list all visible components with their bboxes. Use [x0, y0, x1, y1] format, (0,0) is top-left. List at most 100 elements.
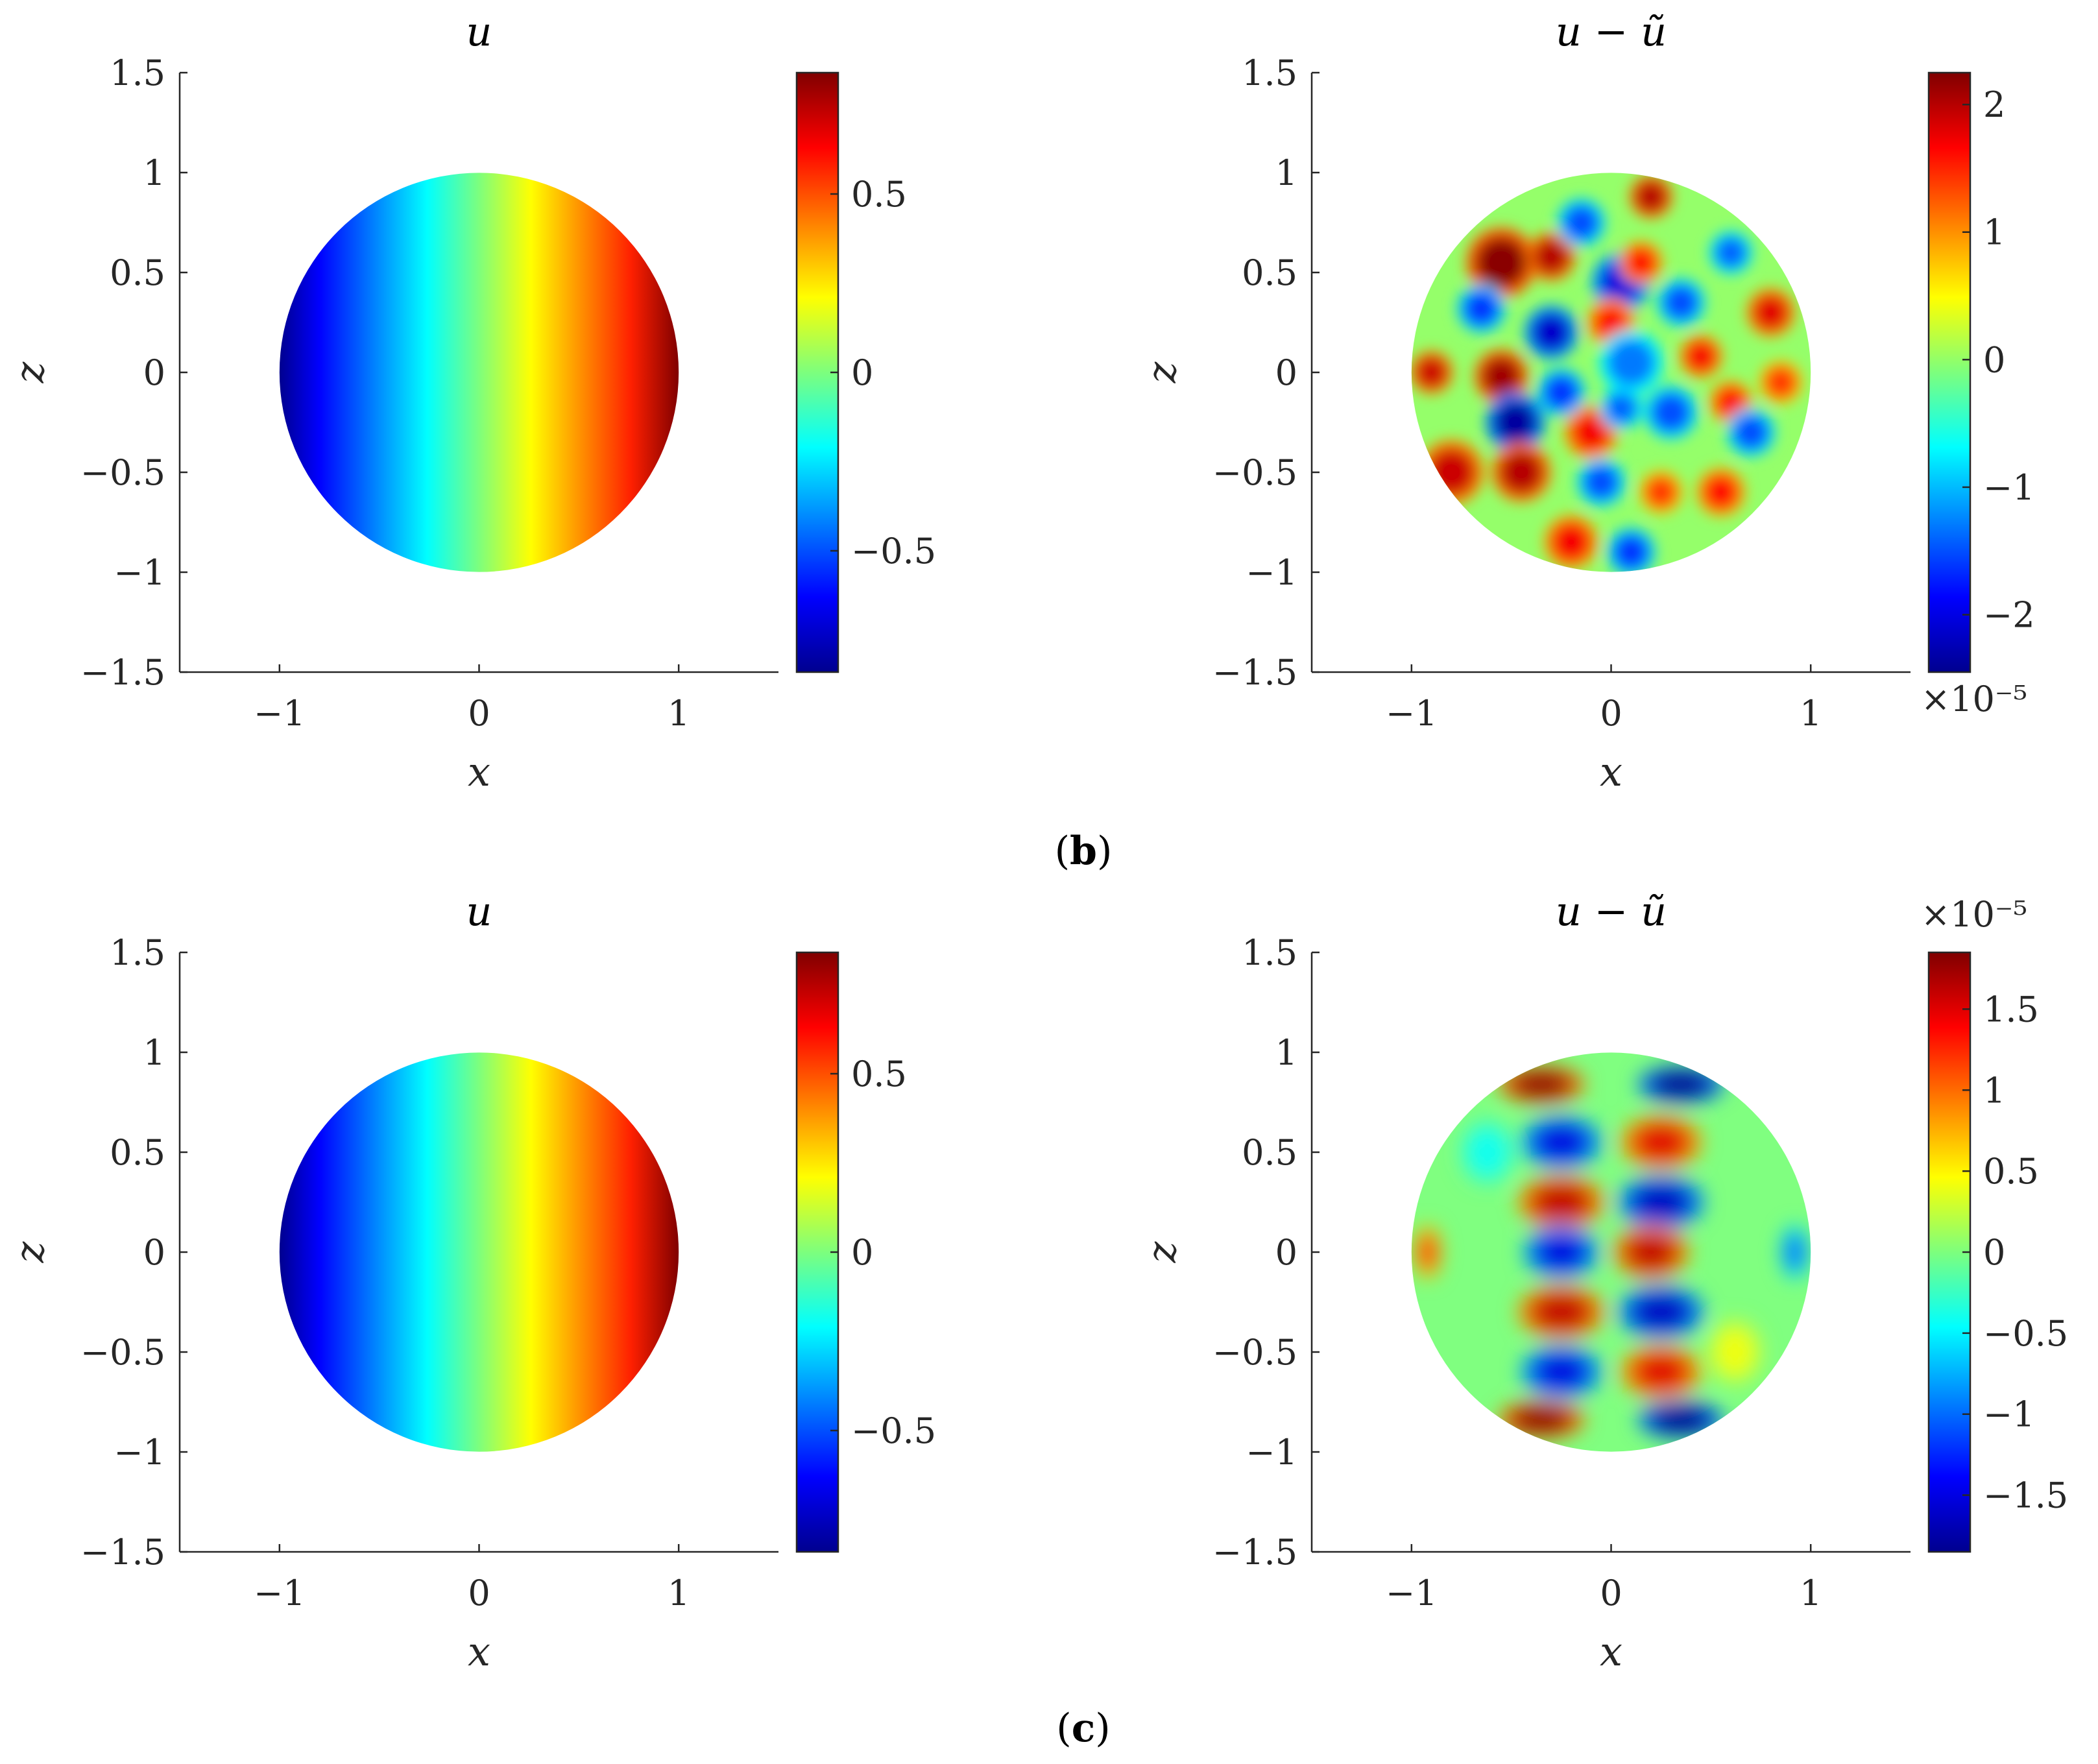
y-axis-label: z [1138, 361, 1185, 383]
y-tick-label: 1 [143, 1032, 165, 1073]
colorbar-tick-label: 0 [851, 352, 873, 393]
field-blob [1715, 1327, 1755, 1376]
y-tick-label: 1.5 [1242, 53, 1297, 93]
field-blob [1629, 1292, 1693, 1333]
x-tick-label: −1 [1386, 693, 1438, 734]
field-blob [1475, 236, 1528, 289]
panel-title: u [466, 888, 492, 935]
colorbar-tick-label: 0 [1983, 339, 2005, 380]
x-axis-label: x [468, 748, 490, 795]
field-blob [1493, 400, 1537, 444]
field-blob [1648, 1070, 1713, 1099]
y-tick-label: −0.5 [1212, 452, 1297, 493]
field-blob [1645, 476, 1678, 509]
y-tick-label: 1 [1275, 1032, 1297, 1073]
x-tick-label: 1 [668, 1573, 690, 1613]
field-blob [1622, 1232, 1680, 1272]
x-axis-label: x [1600, 748, 1622, 795]
y-tick-label: 0.5 [1242, 252, 1297, 293]
field-blob [1531, 1351, 1591, 1392]
field-blob [1563, 204, 1600, 241]
field-blob [1571, 412, 1611, 453]
caption-c: (c) [1056, 1706, 1110, 1751]
panel-title: u − ũ [1556, 888, 1667, 935]
colorbar-tick-label: 0.5 [1983, 1151, 2039, 1192]
x-axis-label: x [1600, 1628, 1622, 1675]
y-tick-label: −0.5 [80, 452, 165, 493]
panel-b-left: 1.5 1 0.5 0 −0.5 −1 −1.5 −1 0 1 x z u 0.5 0 −0.5 [6, 8, 936, 795]
field-blob [1648, 1405, 1713, 1434]
colorbar-tick-label: 2 [1983, 84, 2005, 125]
field-blob [1415, 356, 1448, 389]
field-blob [1499, 450, 1543, 494]
heatmap-field [279, 1052, 679, 1452]
field-blob [1509, 1070, 1574, 1099]
x-tick-label: −1 [254, 693, 306, 734]
y-axis-label: z [1138, 1241, 1185, 1263]
field-blob [1629, 1182, 1693, 1222]
colorbar-exponent: ×10⁻⁵ [1921, 894, 2027, 935]
field-blob [1631, 1351, 1691, 1392]
x-axis-label: x [468, 1628, 490, 1675]
x-tick-label: 1 [668, 693, 690, 734]
panel-c-right: 1.5 1 0.5 0 −0.5 −1 −1.5 −1 0 1 x z u − ũ 1.5 1 0.5 0 −0.… [1138, 888, 2068, 1675]
x-tick-label: −1 [254, 1573, 306, 1613]
y-tick-label: 1 [1275, 152, 1297, 193]
field-blob [1427, 448, 1476, 496]
panel-title: u − ũ [1556, 8, 1667, 55]
y-tick-label: −1.5 [1212, 1532, 1297, 1573]
field-blob [1631, 1122, 1691, 1163]
caption-b: (b) [1055, 828, 1113, 874]
x-tick-label: −1 [1386, 1573, 1438, 1613]
y-tick-label: −0.5 [1212, 1332, 1297, 1373]
field-blob [1663, 284, 1699, 321]
field-blob [1605, 392, 1637, 424]
field-blob [1533, 238, 1569, 275]
y-tick-label: −1 [114, 1432, 165, 1473]
colorbar [1927, 71, 1971, 673]
x-tick-label: 0 [468, 693, 490, 734]
field-blob [1715, 236, 1747, 269]
y-tick-label: 0 [143, 352, 165, 393]
panel-b-right: 1.5 1 0.5 0 −0.5 −1 −1.5 −1 0 1 x z u − ũ 2 1 0 −1 −2 ×10⁻… [1138, 8, 2035, 795]
field-blob [1607, 338, 1656, 387]
field-blob [1685, 340, 1717, 372]
field-blob [1752, 295, 1789, 331]
y-tick-label: −0.5 [80, 1332, 165, 1373]
panel-title: u [466, 8, 492, 55]
field-blob [1551, 522, 1591, 562]
field-blob [1733, 414, 1769, 450]
y-tick-label: −1 [1246, 552, 1297, 593]
y-tick-label: 0 [1275, 352, 1297, 393]
y-tick-label: 0 [143, 1232, 165, 1273]
y-tick-label: 0.5 [110, 1132, 165, 1173]
colorbar-exponent: ×10⁻⁵ [1921, 679, 2027, 719]
y-axis-label: z [6, 361, 53, 383]
colorbar-tick-label: 1 [1983, 212, 2005, 253]
field-blob [1509, 1405, 1574, 1434]
field-blobs [1414, 1065, 1809, 1439]
colorbar-tick-label: −0.5 [851, 1410, 936, 1451]
y-tick-label: −1 [114, 552, 165, 593]
colorbar-tick-label: 0.5 [851, 1054, 907, 1094]
colorbar-tick-label: −1 [1983, 467, 2035, 508]
y-tick-label: 1.5 [1242, 932, 1297, 973]
y-axis-label: z [6, 1241, 53, 1263]
y-tick-label: 1 [143, 152, 165, 193]
colorbar-tick-label: −2 [1983, 595, 2035, 636]
field-blob [1467, 1128, 1508, 1177]
x-tick-label: 0 [1600, 1573, 1622, 1613]
colorbar-tick-label: 0 [1983, 1232, 2005, 1273]
field-blob [1703, 474, 1739, 511]
x-tick-label: 1 [1800, 1573, 1822, 1613]
field-blob [1463, 290, 1500, 327]
field-disk [279, 173, 679, 572]
y-tick-label: −1.5 [80, 1532, 165, 1573]
field-blob [1533, 1232, 1589, 1272]
colorbar-tick-label: −0.5 [851, 531, 936, 572]
y-tick-label: 1.5 [110, 932, 165, 973]
field-blob [1531, 1122, 1591, 1163]
y-tick-label: 0.5 [1242, 1132, 1297, 1173]
x-tick-label: 1 [1800, 693, 1822, 734]
